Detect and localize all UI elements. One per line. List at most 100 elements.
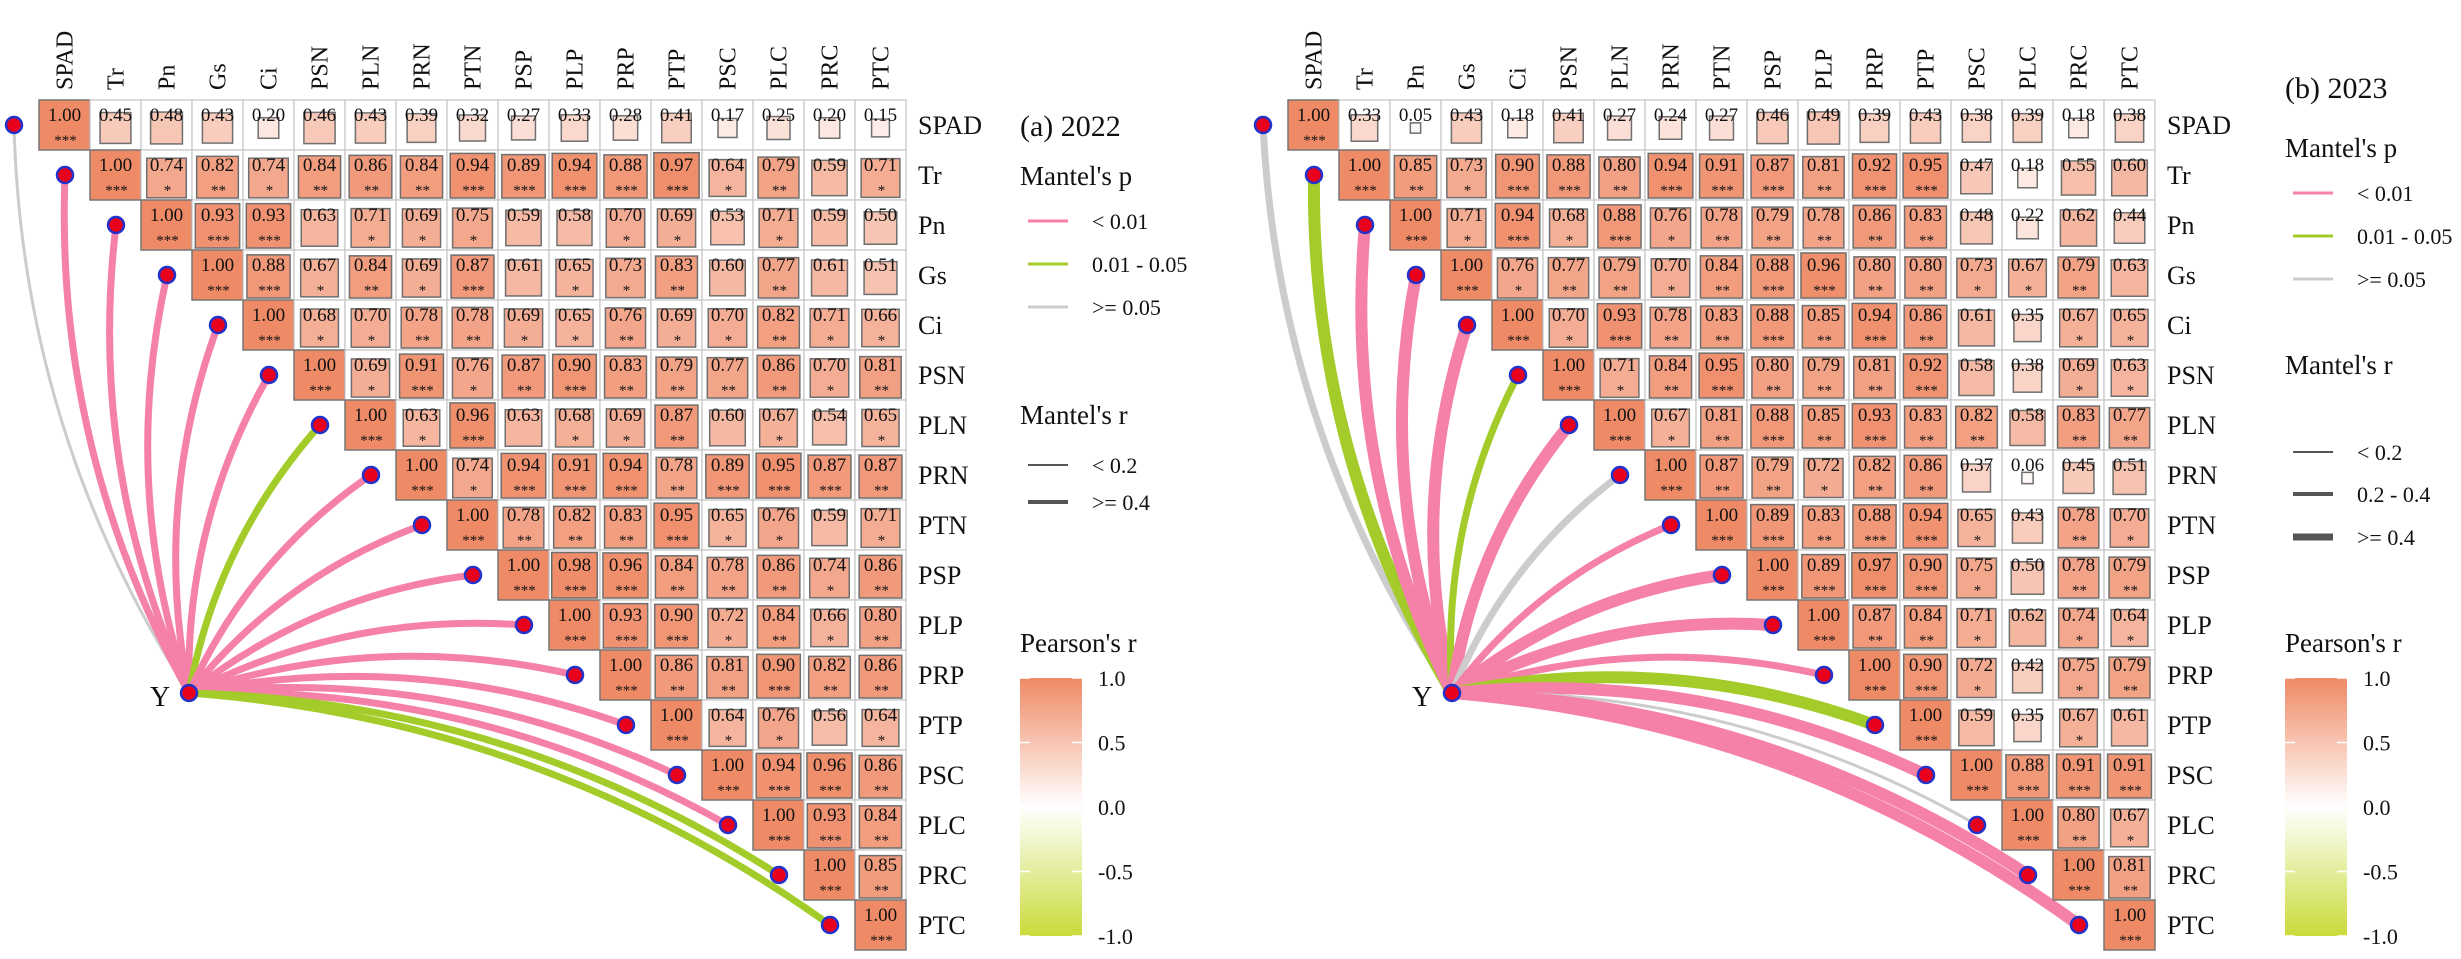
cell-significance: ** <box>1715 483 1730 499</box>
heatmap-cell: 0.81 ** <box>1797 149 1850 201</box>
cell-significance: * <box>1515 283 1523 299</box>
cell-value: 0.95 <box>1909 155 1942 176</box>
cell-significance: ** <box>1409 183 1424 199</box>
column-label: SPAD <box>1302 31 1328 90</box>
heatmap-cell: 1.00 *** <box>242 299 295 351</box>
cell-value: 0.71 <box>1960 605 1993 626</box>
heatmap-cell: 1.00 *** <box>140 199 193 251</box>
cell-significance: ** <box>2123 683 2138 699</box>
link-endpoint-node <box>1253 115 1273 135</box>
cell-fill <box>548 599 601 651</box>
cell-value: 0.41 <box>1552 105 1585 126</box>
cell-square <box>1350 114 1379 142</box>
cell-square <box>505 209 542 247</box>
cell-value: 0.69 <box>405 255 438 276</box>
heatmap-cell: 0.84 ** <box>1644 349 1697 401</box>
heatmap-cell: 0.87 ** <box>497 349 550 401</box>
heatmap-cell: 0.71 * <box>1440 199 1493 251</box>
heatmap-cell: 0.18 <box>2052 99 2105 151</box>
row-label: PRN <box>918 461 969 490</box>
cell-significance: ** <box>2072 833 2087 849</box>
heatmap-cell: 0.88 *** <box>242 249 295 301</box>
cell-significance: * <box>368 333 376 349</box>
heatmap-cell: 0.94 *** <box>1899 499 1952 551</box>
cell-value: 0.84 <box>1705 255 1739 276</box>
cell-value: 0.96 <box>1807 255 1840 276</box>
cell-square <box>2062 461 2095 495</box>
column-label: PSC <box>1965 47 1991 90</box>
cell-fill <box>752 799 805 851</box>
cell-significance: * <box>725 533 733 549</box>
cell-significance: ** <box>415 183 430 199</box>
heatmap-cell: 1.00 *** <box>1848 649 1901 701</box>
heatmap-cell: 0.73 * <box>1440 149 1493 201</box>
cell-square <box>1446 157 1487 199</box>
cell-square <box>861 308 900 348</box>
cell-square <box>612 115 639 141</box>
link-endpoint-node <box>1304 165 1324 185</box>
heatmap-cell: 0.87 ** <box>1848 599 1901 651</box>
heatmap-cell: 0.63 * <box>395 399 448 451</box>
mantel-link-ptc <box>1446 687 2085 931</box>
heatmap-cell: 1.00 *** <box>2052 849 2105 901</box>
cell-square <box>858 454 903 499</box>
heatmap-cell: 0.97 *** <box>1848 549 1901 601</box>
cell-significance: *** <box>462 533 485 549</box>
heatmap-cell: 0.35 <box>2001 699 2054 751</box>
cell-square <box>247 157 290 199</box>
cell-value: 0.69 <box>405 205 438 226</box>
cell-square <box>2057 806 2100 849</box>
heatmap-cell: 0.79 ** <box>2103 649 2156 701</box>
heatmap-cell: 0.50 <box>854 199 907 251</box>
cell-value: 0.44 <box>2113 205 2147 226</box>
cell-square <box>1698 352 1745 399</box>
colorbar-tick-label: 1.0 <box>1098 666 1126 691</box>
cell-value: 0.05 <box>1399 105 1432 126</box>
cell-significance: * <box>2076 733 2084 749</box>
cell-significance: *** <box>1762 583 1785 599</box>
heatmap-cell: 1.00 *** <box>854 899 907 951</box>
column-label: PTC <box>2118 46 2144 90</box>
heatmap-cell: 0.73 * <box>599 249 652 301</box>
cell-significance: ** <box>670 683 685 699</box>
cell-value: 1.00 <box>48 105 81 126</box>
heatmap-cell: 0.81 ** <box>1695 399 1748 451</box>
cell-value: 1.00 <box>1501 305 1534 326</box>
cell-value: 0.77 <box>762 255 795 276</box>
heatmap-cell: 0.96 *** <box>1797 249 1850 301</box>
cell-square <box>1903 405 1948 449</box>
cell-square <box>1548 308 1589 348</box>
cell-square <box>501 354 546 399</box>
cell-significance: *** <box>819 483 842 499</box>
heatmap-cell: 0.78 ** <box>446 299 499 351</box>
heatmap-cell: 0.79 ** <box>1797 349 1850 401</box>
cell-value: 0.87 <box>456 255 489 276</box>
cell-square <box>1606 115 1633 141</box>
heatmap-cell: 0.43 <box>1899 99 1952 151</box>
cell-significance: * <box>2076 333 2084 349</box>
cell-value: 0.81 <box>1807 155 1840 176</box>
cell-square <box>2060 160 2097 196</box>
cell-fill <box>38 99 91 151</box>
heatmap-cell: 0.69 * <box>344 349 397 401</box>
cell-value: 0.61 <box>2113 705 2146 726</box>
cell-value: 0.66 <box>864 305 897 326</box>
cell-significance: *** <box>1456 283 1479 299</box>
row-label: PTP <box>2167 711 2212 740</box>
heatmap-cell: 0.69 * <box>650 199 703 251</box>
mantel-link-ci <box>172 321 222 697</box>
cell-significance: ** <box>1919 233 1934 249</box>
cell-square <box>2110 709 2149 747</box>
cell-value: 0.73 <box>609 255 642 276</box>
cell-value: 1.00 <box>1960 755 1993 776</box>
cell-significance: * <box>827 633 835 649</box>
cell-value: 0.95 <box>660 505 693 526</box>
cell-significance: ** <box>1817 233 1832 249</box>
heatmap-cell: 1.00 *** <box>293 349 346 401</box>
cell-significance: * <box>1974 533 1982 549</box>
cell-square <box>755 752 802 799</box>
link-endpoint-node <box>55 165 75 185</box>
heatmap-cell: 0.98 *** <box>548 549 601 601</box>
cell-significance: * <box>827 383 835 399</box>
cell-square <box>1700 405 1743 449</box>
